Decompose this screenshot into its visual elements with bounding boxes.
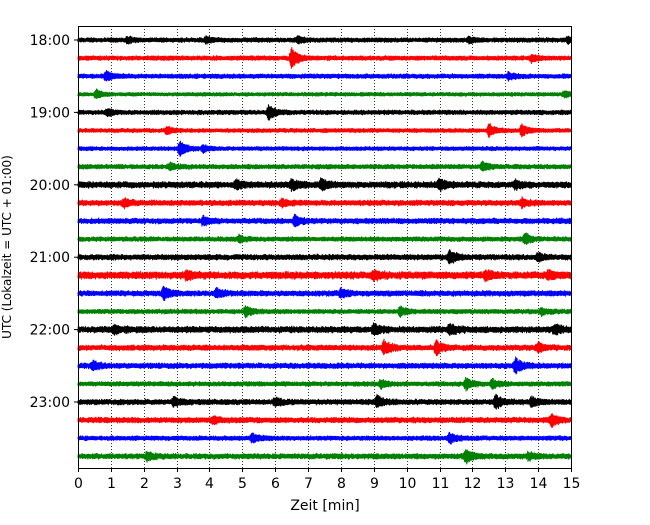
seismogram-trace bbox=[77, 70, 572, 82]
seismogram-trace bbox=[77, 160, 572, 172]
seismogram-trace bbox=[77, 177, 572, 193]
seismogram-trace bbox=[77, 104, 572, 121]
seismogram-trace bbox=[77, 376, 572, 392]
y-axis-title: UTC (Lokalzeit = UTC + 01:00) bbox=[0, 155, 14, 339]
x-tick-label: 10 bbox=[399, 476, 417, 492]
x-tick-label: 15 bbox=[563, 476, 581, 492]
seismogram-trace bbox=[77, 213, 572, 228]
seismogram-trace bbox=[77, 249, 572, 265]
y-tick-label: 21:00 bbox=[30, 250, 70, 266]
seismogram-trace bbox=[77, 268, 572, 283]
x-tick-label: 13 bbox=[497, 476, 515, 492]
seismogram-trace bbox=[77, 140, 572, 157]
seismogram-trace bbox=[77, 338, 572, 357]
seismogram-trace bbox=[77, 123, 572, 138]
seismogram-trace bbox=[77, 322, 572, 337]
x-tick-label: 6 bbox=[271, 476, 280, 492]
seismogram-trace bbox=[77, 285, 572, 302]
seismogram-trace bbox=[77, 449, 572, 465]
y-tick-label: 19:00 bbox=[30, 105, 70, 121]
y-tick-label: 23:00 bbox=[30, 395, 70, 411]
x-tick-label: 0 bbox=[74, 476, 83, 492]
y-tick-label: 20:00 bbox=[30, 178, 70, 194]
seismogram-trace bbox=[77, 35, 572, 45]
x-tick-label: 5 bbox=[238, 476, 247, 492]
x-tick-label: 3 bbox=[173, 476, 182, 492]
plot-frame bbox=[78, 26, 572, 469]
seismogram-trace bbox=[77, 356, 572, 375]
x-tick-label: 14 bbox=[530, 476, 548, 492]
y-axis: 18:00 19:00 20:00 21:00 22:00 23:00 bbox=[30, 33, 78, 411]
seismogram-trace bbox=[77, 196, 572, 210]
x-tick-label: 12 bbox=[464, 476, 482, 492]
x-tick-label: 2 bbox=[140, 476, 149, 492]
x-tick-label: 8 bbox=[337, 476, 346, 492]
seismogram-trace bbox=[77, 413, 572, 429]
seismogram-trace bbox=[77, 88, 572, 99]
seismogram-trace bbox=[77, 305, 572, 319]
trace-group bbox=[77, 35, 572, 465]
y-tick-label: 18:00 bbox=[30, 33, 70, 49]
x-axis: 0 1 2 3 4 5 6 7 8 9 10 11 12 13 14 15 bbox=[74, 468, 580, 492]
seismogram-trace bbox=[77, 393, 572, 410]
seismogram-trace bbox=[77, 431, 572, 445]
x-tick-label: 7 bbox=[304, 476, 313, 492]
x-tick-label: 11 bbox=[432, 476, 450, 492]
x-axis-title: Zeit [min] bbox=[290, 498, 359, 514]
x-tick-label: 1 bbox=[107, 476, 116, 492]
seismogram-trace bbox=[77, 47, 572, 69]
y-tick-label: 22:00 bbox=[30, 323, 70, 339]
seismogram-trace bbox=[77, 232, 572, 246]
x-tick-label: 9 bbox=[370, 476, 379, 492]
x-tick-label: 4 bbox=[205, 476, 214, 492]
